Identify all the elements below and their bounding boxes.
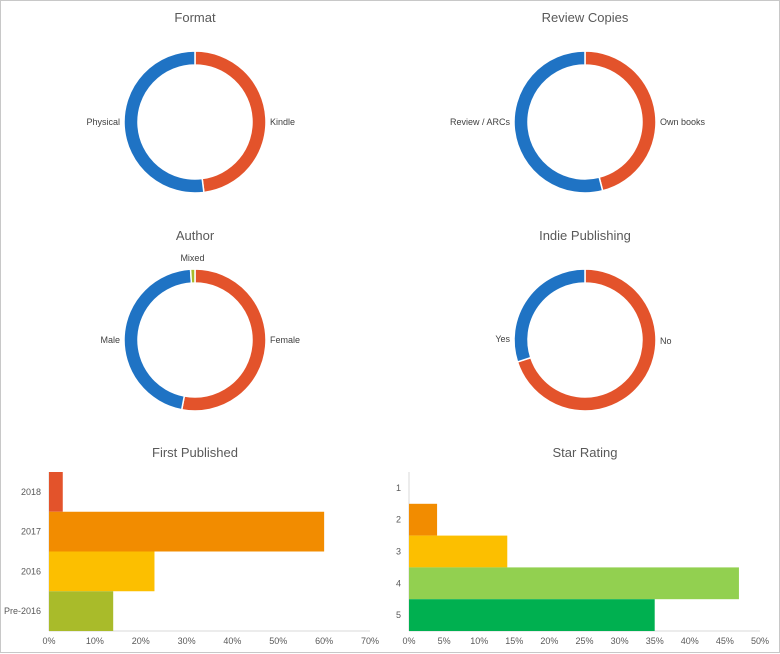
label-mixed: Mixed (180, 253, 204, 263)
label-no: No (660, 336, 672, 346)
x-tick-label: 20% (132, 636, 150, 646)
x-tick-label: 10% (470, 636, 488, 646)
x-tick-label: 35% (646, 636, 664, 646)
bar-4 (409, 567, 739, 600)
category-label-5: 5 (396, 610, 401, 620)
x-tick-label: 15% (505, 636, 523, 646)
indie-publishing-title: Indie Publishing (539, 228, 631, 243)
label-yes: Yes (495, 334, 510, 344)
format-donut-chart: Format Kindle Physical (86, 10, 295, 194)
bar-2 (409, 503, 438, 536)
indie-publishing-donut-chart: Indie Publishing No Yes (495, 228, 672, 412)
label-kindle: Kindle (270, 117, 295, 127)
review-copies-donut-chart: Review Copies Own books Review / ARCs (450, 10, 706, 194)
x-tick-label: 60% (315, 636, 333, 646)
category-label-2016: 2016 (21, 566, 41, 576)
x-tick-label: 10% (86, 636, 104, 646)
category-label-2: 2 (396, 515, 401, 525)
bar-5 (409, 599, 655, 631)
bar-2018 (49, 472, 63, 512)
bar-2017 (49, 511, 325, 552)
category-label-2017: 2017 (21, 527, 41, 537)
x-tick-label: 50% (751, 636, 769, 646)
bar-2016 (49, 551, 155, 592)
review-copies-title: Review Copies (542, 10, 629, 25)
first-published-title: First Published (152, 445, 238, 460)
first-published-bar-chart: First Published 2018 2017 2016 Pre-2016 0% 10%… (4, 445, 379, 646)
slice-physical (123, 50, 205, 194)
x-tick-label: 40% (223, 636, 241, 646)
x-tick-label: 70% (361, 636, 379, 646)
category-label-3: 3 (396, 547, 401, 557)
slice-own-books (584, 50, 657, 192)
category-label-pre-2016: Pre-2016 (4, 606, 41, 616)
label-female: Female (270, 335, 300, 345)
x-tick-label: 0% (42, 636, 55, 646)
x-tick-label: 30% (611, 636, 629, 646)
slice-female (180, 268, 267, 412)
slice-mixed (189, 268, 196, 284)
slice-yes (513, 268, 586, 363)
author-title: Author (176, 228, 215, 243)
author-donut-chart: Author Female Male Mixed (100, 228, 300, 412)
star-rating-title: Star Rating (552, 445, 617, 460)
x-tick-label: 20% (540, 636, 558, 646)
x-tick-label: 5% (438, 636, 451, 646)
x-tick-label: 0% (402, 636, 415, 646)
label-physical: Physical (86, 117, 120, 127)
label-male: Male (100, 335, 120, 345)
slice-male (123, 268, 193, 411)
category-label-2018: 2018 (21, 487, 41, 497)
label-review-arcs: Review / ARCs (450, 117, 511, 127)
slice-review-arcs (513, 50, 604, 194)
category-label-4: 4 (396, 578, 401, 588)
x-tick-label: 25% (575, 636, 593, 646)
label-own-books: Own books (660, 117, 706, 127)
slice-kindle (194, 50, 267, 194)
x-tick-label: 30% (178, 636, 196, 646)
bar-3 (409, 535, 508, 568)
x-tick-label: 40% (681, 636, 699, 646)
format-title: Format (174, 10, 216, 25)
category-label-1: 1 (396, 483, 401, 493)
x-tick-label: 50% (269, 636, 287, 646)
bar-pre-2016 (49, 591, 114, 631)
x-tick-label: 45% (716, 636, 734, 646)
slice-no (516, 268, 657, 412)
